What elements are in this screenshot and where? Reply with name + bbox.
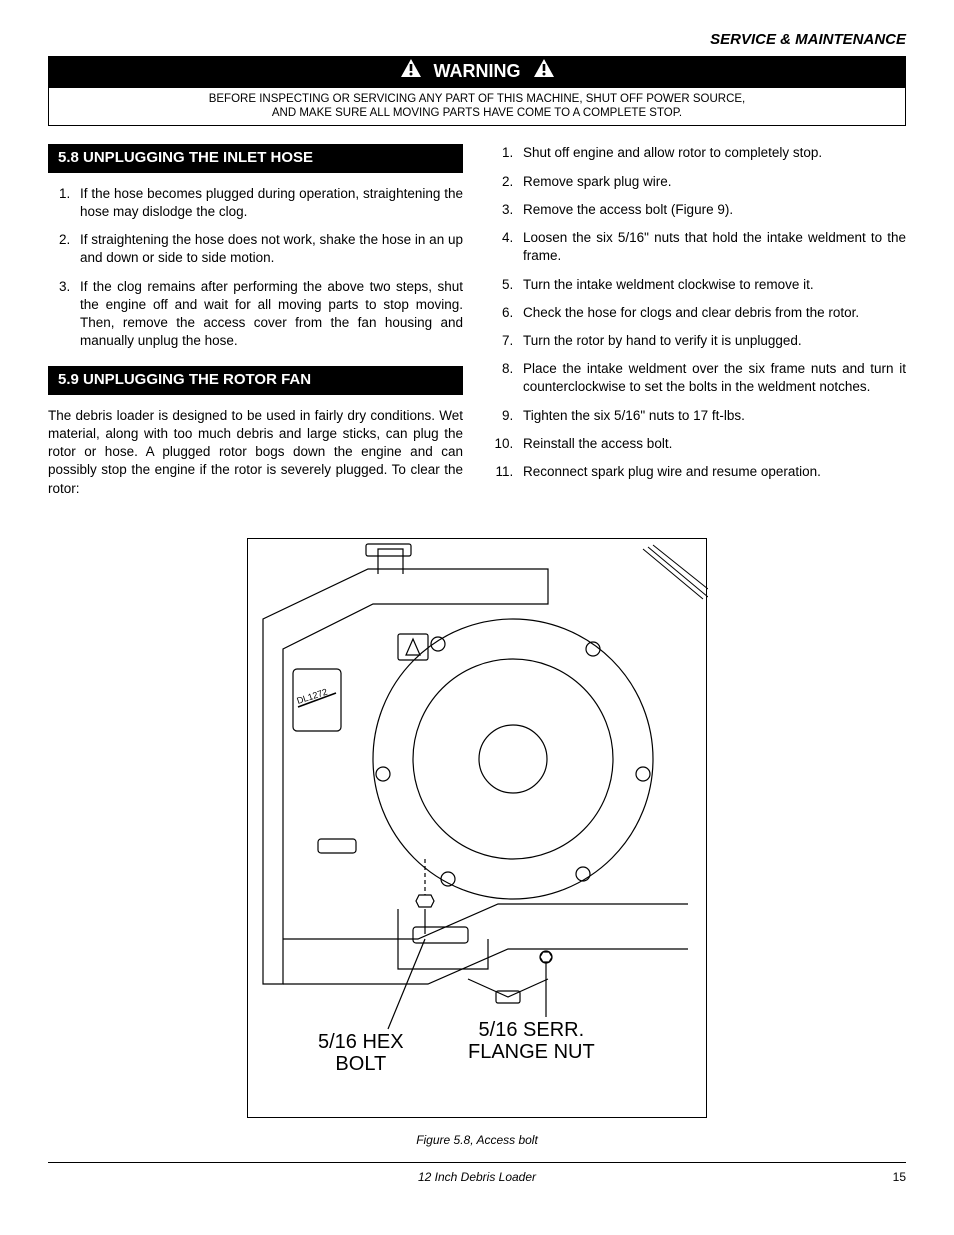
- warning-body-line2: AND MAKE SURE ALL MOVING PARTS HAVE COME…: [272, 107, 682, 119]
- figure-label-line: FLANGE NUT: [468, 1041, 595, 1063]
- list-item: Check the hose for clogs and clear debri…: [517, 304, 906, 322]
- list-item: If the clog remains after performing the…: [74, 278, 463, 351]
- section-59-intro: The debris loader is designed to be used…: [48, 407, 463, 498]
- figure-label-flange-nut: 5/16 SERR. FLANGE NUT: [468, 1019, 595, 1063]
- figure-box: DL1272 5/16 HEX BOLT 5/16 SERR. FLANGE N…: [247, 538, 707, 1118]
- content-columns: 5.8 UNPLUGGING THE INLET HOSE If the hos…: [48, 144, 906, 507]
- list-item: Shut off engine and allow rotor to compl…: [517, 144, 906, 162]
- figure-label-line: 5/16 HEX: [318, 1031, 404, 1053]
- section-59-heading: 5.9 UNPLUGGING THE ROTOR FAN: [48, 366, 463, 394]
- section-58-heading: 5.8 UNPLUGGING THE INLET HOSE: [48, 144, 463, 172]
- figure-wrap: DL1272 5/16 HEX BOLT 5/16 SERR. FLANGE N…: [48, 538, 906, 1148]
- warning-icon: [533, 58, 555, 84]
- figure-caption: Figure 5.8, Access bolt: [48, 1132, 906, 1148]
- right-column: Shut off engine and allow rotor to compl…: [491, 144, 906, 507]
- list-item: Loosen the six 5/16" nuts that hold the …: [517, 229, 906, 265]
- figure-label-line: BOLT: [335, 1053, 386, 1075]
- figure-model-text: DL1272: [296, 686, 329, 705]
- list-item: Turn the rotor by hand to verify it is u…: [517, 332, 906, 350]
- list-item: Reinstall the access bolt.: [517, 435, 906, 453]
- warning-icon: [400, 58, 422, 84]
- warning-title: WARNING: [434, 59, 521, 83]
- footer-rule: [48, 1162, 906, 1163]
- list-item: Reconnect spark plug wire and resume ope…: [517, 463, 906, 481]
- list-item: Turn the intake weldment clockwise to re…: [517, 276, 906, 294]
- list-item: If straightening the hose does not work,…: [74, 231, 463, 267]
- page-footer: 12 Inch Debris Loader 15: [48, 1169, 906, 1185]
- section-59-steps: Shut off engine and allow rotor to compl…: [491, 144, 906, 481]
- list-item: Tighten the six 5/16" nuts to 17 ft-lbs.: [517, 407, 906, 425]
- list-item: Place the intake weldment over the six f…: [517, 360, 906, 396]
- list-item: If the hose becomes plugged during opera…: [74, 185, 463, 221]
- list-item: Remove spark plug wire.: [517, 173, 906, 191]
- left-column: 5.8 UNPLUGGING THE INLET HOSE If the hos…: [48, 144, 463, 507]
- warning-body: BEFORE INSPECTING OR SERVICING ANY PART …: [48, 87, 906, 127]
- figure-label-hex-bolt: 5/16 HEX BOLT: [318, 1031, 404, 1075]
- list-item: Remove the access bolt (Figure 9).: [517, 201, 906, 219]
- warning-banner: WARNING: [48, 56, 906, 86]
- warning-body-line1: BEFORE INSPECTING OR SERVICING ANY PART …: [209, 93, 746, 105]
- footer-title: 12 Inch Debris Loader: [88, 1169, 866, 1185]
- figure-label-line: 5/16 SERR.: [479, 1019, 585, 1041]
- section-58-steps: If the hose becomes plugged during opera…: [48, 185, 463, 351]
- footer-page-number: 15: [866, 1169, 906, 1185]
- header-section-label: SERVICE & MAINTENANCE: [48, 30, 906, 50]
